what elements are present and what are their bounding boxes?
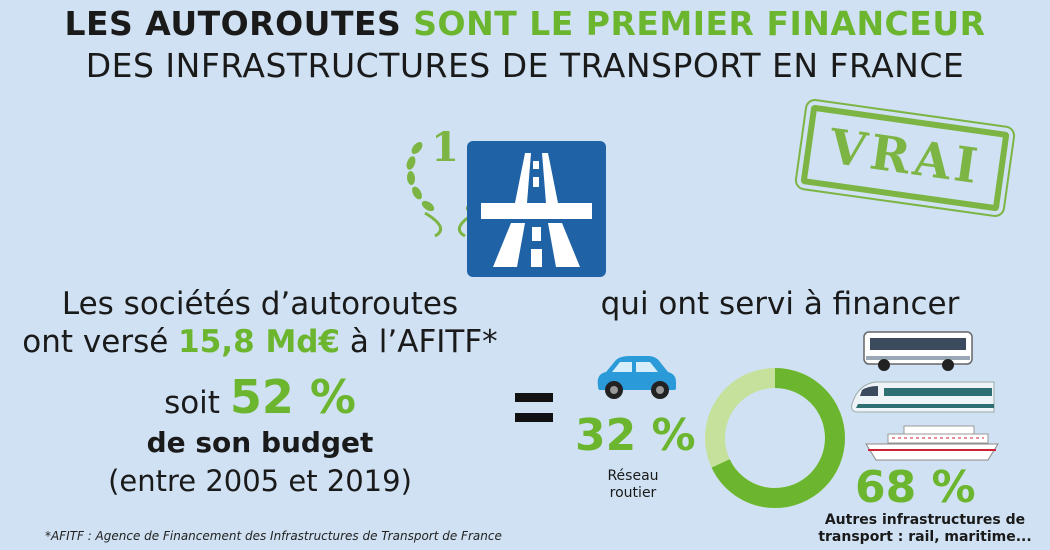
left-line-2: ont versé 15,8 Md€ à l’AFITF* [20,323,500,361]
other-label: Autres infrastructures de transport : ra… [810,512,1040,546]
vrai-stamp: VRAI [794,96,1016,220]
road-label-line-1: Réseau [607,468,659,484]
left-line-1: Les sociétés d’autoroutes [61,286,459,322]
budget-percent: 52 % [229,370,356,424]
title-part-1: LES AUTOROUTES [64,4,402,43]
rank-number: 1 [431,124,459,171]
left-line-3-start: soit [164,385,220,421]
other-label-line-2: transport : rail, maritime... [818,529,1032,545]
title-line-2: DES INFRASTRUCTURES DE TRANSPORT EN FRAN… [85,46,965,85]
donut-other-segment [705,368,845,508]
amount-value: 15,8 Md€ [178,324,341,360]
left-line-4: de son budget [146,426,374,459]
equals-icon [515,393,553,433]
ship-icon [865,425,999,461]
left-line-2-start: ont versé [22,324,169,360]
car-icon [597,356,676,399]
road-percent: 32 % [575,410,696,461]
footnote: *AFITF : Agence de Financement des Infra… [45,529,502,543]
other-label-line-1: Autres infrastructures de [824,512,1026,528]
other-percent: 68 % [855,462,976,513]
left-line-2-end: à l’AFITF* [349,324,498,360]
right-heading: qui ont servi à financer [600,286,960,322]
bus-icon [863,331,973,371]
train-icon [851,381,995,413]
title-part-2: SONT LE PREMIER FINANCEUR [413,4,986,43]
title-line-1: LES AUTOROUTES SONT LE PREMIER FINANCEUR [0,4,1050,44]
road-label-line-2: routier [609,485,657,501]
left-line-3: soit 52 % [20,372,500,428]
road-label: Réseau routier [593,468,673,502]
share-donut-chart [705,368,845,508]
left-line-5: (entre 2005 et 2019) [108,464,412,498]
stamp-text: VRAI [825,118,985,196]
motorway-sign-icon [467,141,606,277]
